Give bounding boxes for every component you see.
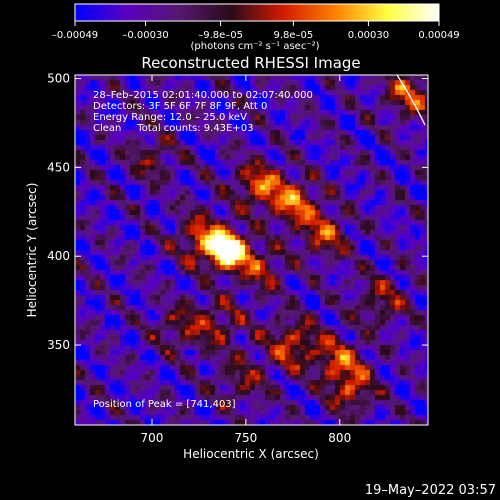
x-tick-label: 800 bbox=[328, 431, 351, 445]
x-tick-label: 750 bbox=[234, 431, 257, 445]
colorbar-tick-label: –9.8e–05 bbox=[198, 30, 243, 41]
colorbar-tick-label: –0.00030 bbox=[122, 30, 168, 41]
y-tick-label: 400 bbox=[47, 249, 70, 263]
y-tick-label: 350 bbox=[47, 338, 70, 352]
chart-title: Reconstructed RHESSI Image bbox=[141, 54, 360, 72]
colorbar-tick-label: 9.8e–05 bbox=[274, 30, 314, 41]
colorbar bbox=[74, 3, 440, 22]
heatmap-region bbox=[75, 75, 428, 425]
plot-timestamp: 19–May–2022 03:57 bbox=[365, 483, 496, 498]
colorbar-tick-label: –0.00049 bbox=[52, 30, 98, 41]
x-axis-label: Heliocentric X (arcsec) bbox=[183, 447, 319, 461]
annotation-energy-range: Energy Range: 12.0 – 25.0 keV bbox=[93, 112, 247, 123]
y-tick-label: 450 bbox=[47, 160, 70, 174]
heatmap-image bbox=[75, 75, 428, 425]
peak-position-label: Position of Peak = [741,403] bbox=[93, 399, 236, 410]
y-tick-label: 500 bbox=[47, 72, 70, 86]
annotation-time-range: 28–Feb–2015 02:01:40.000 to 02:07:40.000 bbox=[93, 90, 313, 101]
annotation-clean-counts: Clean Total counts: 9.43E+03 bbox=[93, 123, 253, 134]
limb-curve bbox=[396, 75, 426, 126]
plot-frame bbox=[74, 74, 429, 426]
colorbar-tick-label: 0.00030 bbox=[348, 30, 389, 41]
y-axis-label: Heliocentric Y (arcsec) bbox=[25, 183, 39, 318]
x-tick-label: 700 bbox=[141, 431, 164, 445]
colorbar-unit-label: (photons cm⁻² s⁻¹ asec⁻²) bbox=[190, 41, 319, 52]
axis-ticks: 700 750 800 350 400 450 500 bbox=[47, 72, 428, 445]
colorbar-tick-label: 0.00049 bbox=[418, 30, 459, 41]
colorbar-ticks: –0.00049 –0.00030 –9.8e–05 9.8e–05 0.00030 0.… bbox=[52, 21, 460, 41]
annotation-detectors: Detectors: 3F 5F 6F 7F 8F 9F, Att 0 bbox=[93, 101, 267, 112]
